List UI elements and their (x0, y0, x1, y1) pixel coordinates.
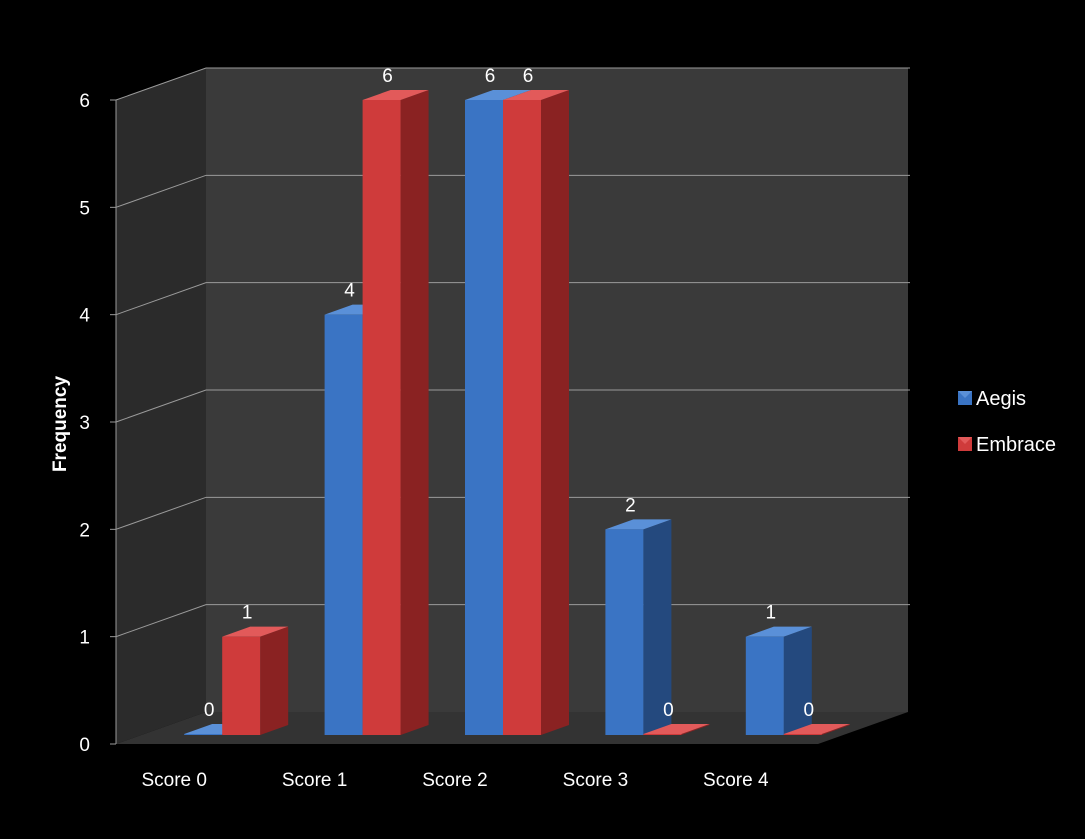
x-category-label: Score 3 (563, 770, 628, 791)
bar-embrace-0 (222, 626, 289, 735)
y-tick-label: 3 (79, 413, 90, 434)
bar-front (745, 636, 784, 735)
legend-item: Aegis (958, 388, 1026, 410)
x-axis-categories: Score 0 Score 1 Score 2 Score 3 Score 4 (141, 770, 769, 791)
bar-side (260, 626, 289, 735)
x-category-label: Score 0 (141, 770, 206, 791)
bar-side (643, 519, 672, 735)
bar-front (605, 529, 644, 735)
bar-top (465, 90, 531, 100)
bar-top (643, 724, 710, 734)
gridline (115, 282, 910, 316)
y-tick-label: 4 (79, 306, 90, 327)
gridline (115, 67, 910, 101)
x-category-label: Score 4 (703, 770, 769, 791)
data-label: 1 (766, 603, 777, 624)
bar-embrace-3 (643, 724, 710, 735)
y-tick-label: 6 (79, 91, 90, 112)
bar-front (324, 314, 363, 735)
data-label: 6 (485, 66, 496, 87)
data-label: 2 (625, 495, 636, 516)
bar-front (465, 100, 503, 735)
bar-top (222, 626, 289, 637)
bar-front (362, 100, 401, 735)
bar-embrace-2 (503, 90, 569, 735)
legend: Aegis Embrace (958, 388, 1056, 456)
legend-label: Embrace (976, 434, 1056, 456)
bars (184, 90, 850, 735)
data-label: 6 (382, 66, 393, 87)
data-label: 6 (523, 66, 534, 87)
x-category-label: Score 1 (282, 770, 347, 791)
gridline (115, 604, 910, 638)
x-category-label: Score 2 (422, 770, 487, 791)
bar-side (783, 626, 812, 735)
data-label: 1 (242, 603, 253, 624)
bar-front (643, 734, 682, 735)
gridline (115, 496, 910, 530)
bar-embrace-4 (783, 724, 850, 735)
bar-embrace-1 (362, 90, 429, 735)
legend-label: Aegis (976, 388, 1026, 410)
bar-top (783, 724, 850, 734)
bar-aegis-4 (745, 626, 812, 735)
data-label: 0 (804, 700, 815, 721)
y-tick-label: 0 (79, 735, 90, 756)
data-label: 4 (344, 281, 355, 302)
y-tick-label: 5 (79, 198, 90, 219)
bar-front (503, 100, 541, 735)
bar-top (745, 626, 812, 637)
y-tick-label: 2 (79, 520, 90, 541)
bar-side (541, 90, 569, 735)
bar-front (222, 636, 261, 735)
gridline (115, 174, 910, 208)
y-tick-label: 1 (79, 628, 90, 649)
bar-front (184, 734, 223, 735)
bar-front (783, 734, 822, 735)
y-axis-ticks: 0 1 2 3 4 5 6 (79, 91, 117, 756)
y-axis-title: Frequency (50, 376, 71, 473)
gridline (115, 389, 910, 423)
bar-aegis-3 (605, 519, 672, 735)
bar-side (681, 724, 710, 735)
legend-swatch-shade (958, 437, 972, 444)
legend-item: Embrace (958, 434, 1056, 456)
bar-side (821, 724, 850, 735)
bar-top (503, 90, 569, 100)
bar-side (400, 90, 429, 735)
data-label: 0 (204, 700, 215, 721)
bar-top (362, 90, 429, 100)
legend-swatch-shade (958, 391, 972, 398)
gridlines (115, 67, 910, 638)
data-label: 0 (663, 700, 674, 721)
data-labels: 0 1 4 6 6 6 2 0 1 0 (204, 66, 814, 721)
bar-top (605, 519, 672, 530)
